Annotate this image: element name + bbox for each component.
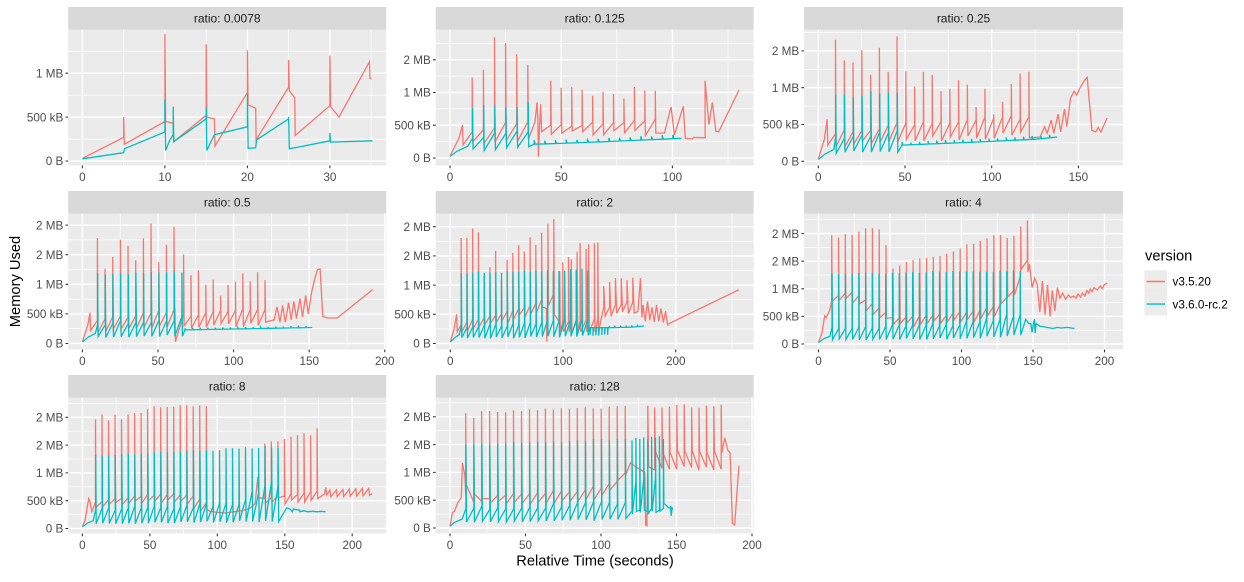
svg-text:0 B: 0 B <box>782 338 800 351</box>
svg-text:0 B: 0 B <box>46 155 64 168</box>
svg-text:10: 10 <box>158 171 172 184</box>
svg-text:50: 50 <box>143 539 157 552</box>
svg-text:100: 100 <box>663 171 683 184</box>
svg-text:0 B: 0 B <box>413 338 431 351</box>
svg-text:ratio: 0.25: ratio: 0.25 <box>937 12 991 26</box>
svg-text:0: 0 <box>79 171 86 184</box>
svg-text:50: 50 <box>898 171 912 184</box>
svg-text:ratio: 4: ratio: 4 <box>945 196 982 210</box>
svg-text:50: 50 <box>883 355 897 368</box>
svg-text:ratio: 2: ratio: 2 <box>576 196 613 210</box>
svg-text:150: 150 <box>667 539 687 552</box>
svg-text:2 MB: 2 MB <box>36 249 63 262</box>
svg-text:version: version <box>1145 248 1192 264</box>
svg-text:1 MB: 1 MB <box>404 279 431 292</box>
svg-text:200: 200 <box>666 355 686 368</box>
svg-text:500 kB: 500 kB <box>27 308 64 321</box>
svg-text:0 B: 0 B <box>46 338 64 351</box>
svg-text:0: 0 <box>447 171 454 184</box>
svg-text:500 kB: 500 kB <box>27 495 64 508</box>
svg-text:1 MB: 1 MB <box>404 87 431 100</box>
svg-text:0 B: 0 B <box>782 156 800 169</box>
svg-text:100: 100 <box>208 539 228 552</box>
svg-text:100: 100 <box>952 355 972 368</box>
svg-text:2 MB: 2 MB <box>36 439 63 452</box>
svg-text:100: 100 <box>224 355 244 368</box>
svg-text:500 kB: 500 kB <box>394 309 431 322</box>
svg-text:2 MB: 2 MB <box>36 219 63 232</box>
svg-text:Relative Time (seconds): Relative Time (seconds) <box>516 554 674 570</box>
svg-text:ratio: 0.0078: ratio: 0.0078 <box>194 12 261 26</box>
svg-text:20: 20 <box>241 171 255 184</box>
svg-text:2 MB: 2 MB <box>404 439 431 452</box>
svg-text:0: 0 <box>815 355 822 368</box>
svg-text:150: 150 <box>1069 171 1089 184</box>
svg-text:100: 100 <box>982 171 1002 184</box>
svg-text:0 B: 0 B <box>413 522 431 535</box>
svg-text:2 MB: 2 MB <box>772 255 799 268</box>
svg-text:500 kB: 500 kB <box>763 119 800 132</box>
svg-text:200: 200 <box>742 539 762 552</box>
svg-text:1 MB: 1 MB <box>36 279 63 292</box>
svg-text:100: 100 <box>591 539 611 552</box>
svg-text:150: 150 <box>1023 355 1043 368</box>
svg-text:30: 30 <box>323 171 337 184</box>
svg-text:500 kB: 500 kB <box>394 494 431 507</box>
svg-text:200: 200 <box>375 355 395 368</box>
svg-text:2 MB: 2 MB <box>404 250 431 263</box>
svg-text:50: 50 <box>151 355 165 368</box>
svg-text:100: 100 <box>553 355 573 368</box>
svg-text:v3.6.0-rc.2: v3.6.0-rc.2 <box>1173 298 1228 311</box>
svg-text:200: 200 <box>342 539 362 552</box>
svg-text:2 MB: 2 MB <box>404 54 431 67</box>
svg-text:0: 0 <box>79 539 86 552</box>
svg-text:ratio: 0.5: ratio: 0.5 <box>204 196 251 210</box>
svg-text:500 kB: 500 kB <box>27 111 64 124</box>
svg-text:1 MB: 1 MB <box>36 67 63 80</box>
svg-text:200: 200 <box>1095 355 1115 368</box>
svg-text:150: 150 <box>275 539 295 552</box>
svg-text:1 MB: 1 MB <box>772 283 799 296</box>
svg-text:0: 0 <box>447 539 454 552</box>
svg-text:2 MB: 2 MB <box>404 411 431 424</box>
svg-text:0: 0 <box>79 355 86 368</box>
svg-text:150: 150 <box>299 355 319 368</box>
svg-text:2 MB: 2 MB <box>772 45 799 58</box>
svg-text:1 MB: 1 MB <box>36 467 63 480</box>
svg-text:50: 50 <box>519 539 533 552</box>
svg-text:50: 50 <box>555 171 569 184</box>
svg-text:0: 0 <box>815 171 822 184</box>
svg-text:0 B: 0 B <box>413 152 431 165</box>
svg-text:2 MB: 2 MB <box>36 412 63 425</box>
svg-text:v3.5.20: v3.5.20 <box>1173 276 1212 289</box>
svg-text:Memory Used: Memory Used <box>8 236 24 327</box>
svg-text:0 B: 0 B <box>46 523 64 536</box>
svg-text:2 MB: 2 MB <box>404 221 431 234</box>
svg-text:ratio: 128: ratio: 128 <box>570 380 620 394</box>
svg-text:500 kB: 500 kB <box>763 311 800 324</box>
svg-text:500 kB: 500 kB <box>394 119 431 132</box>
svg-text:1 MB: 1 MB <box>772 82 799 95</box>
svg-text:ratio: 0.125: ratio: 0.125 <box>565 12 625 26</box>
svg-text:0: 0 <box>447 355 454 368</box>
svg-text:2 MB: 2 MB <box>772 228 799 241</box>
svg-text:ratio: 8: ratio: 8 <box>209 380 246 394</box>
svg-text:1 MB: 1 MB <box>404 467 431 480</box>
